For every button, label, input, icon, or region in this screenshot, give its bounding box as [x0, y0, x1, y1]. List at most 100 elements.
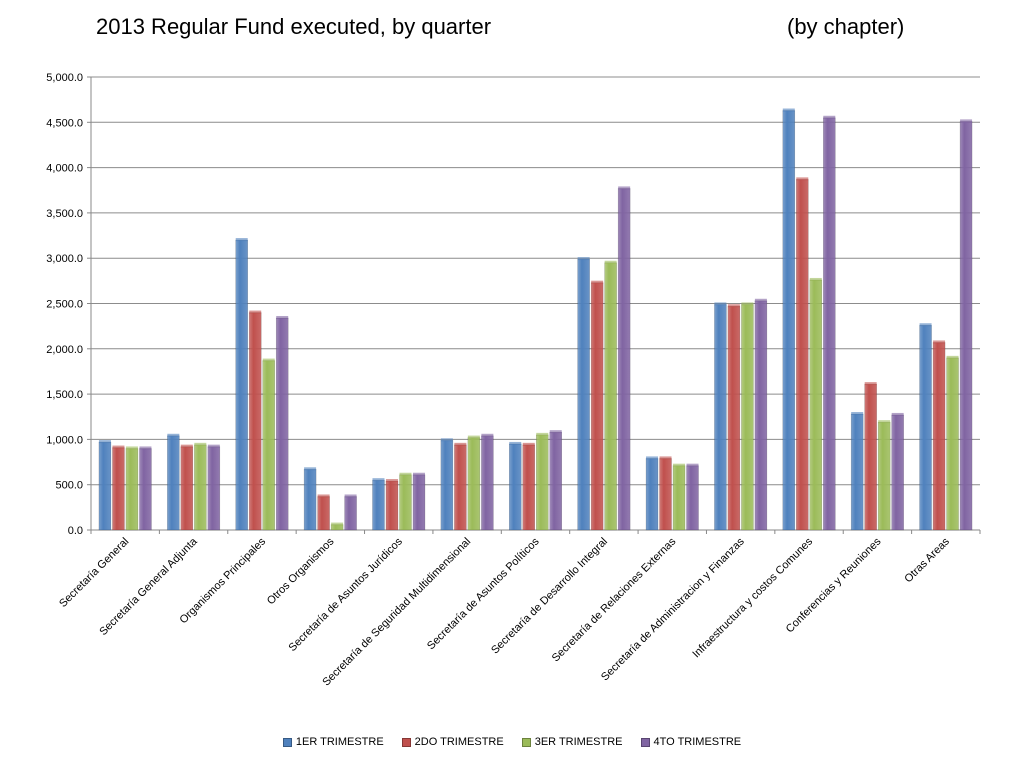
bar [932, 342, 946, 531]
bar-cap [180, 444, 193, 448]
bar [727, 305, 741, 531]
x-tick-label: Infraestructura y costos Comunes [690, 535, 815, 660]
legend-swatch [401, 737, 411, 747]
y-tick-label: 2,000.0 [46, 344, 83, 356]
bar-cap [549, 430, 562, 434]
bar-cap [304, 467, 317, 471]
bar [467, 437, 481, 531]
y-tick-label: 1,000.0 [46, 434, 83, 446]
bar [112, 447, 125, 531]
bar-cap [741, 302, 754, 306]
bar-cap [960, 119, 973, 123]
bar [139, 448, 152, 531]
y-tick-label: 3,500.0 [46, 208, 83, 220]
y-tick-label: 1,500.0 [46, 389, 83, 401]
bar [754, 300, 768, 531]
bar [481, 435, 494, 531]
x-tick-label: Otros Organismos [265, 535, 337, 607]
bar [440, 440, 454, 531]
x-tick-label: Secretaría de Asuntos Políticos [425, 535, 542, 652]
bar [207, 446, 221, 531]
x-tick-label: Secretaría de Asuntos Jurídicos [287, 535, 406, 654]
bar [194, 444, 207, 531]
bar-cap [509, 441, 522, 445]
bar [850, 413, 864, 531]
y-axis: 0.0 500.0 1,000.0 1,500.0 2,000.0 2,500.0 3,00… [46, 72, 92, 537]
bar [577, 258, 590, 531]
bar-cap [276, 315, 289, 319]
bar-cap [919, 323, 932, 327]
bar-cap [399, 472, 412, 476]
bar [235, 239, 248, 531]
bar [275, 317, 289, 531]
bar [823, 117, 836, 531]
bar-cap [809, 277, 822, 281]
bar-cap [125, 446, 138, 450]
bar [509, 443, 522, 531]
bar-cap [577, 257, 590, 261]
legend-swatch [640, 737, 650, 747]
bar [864, 383, 877, 531]
bar [959, 121, 973, 531]
bar-cap [522, 442, 535, 446]
bar [344, 496, 357, 531]
x-tick-label: Secretaría de Desarrollo Integral [489, 536, 610, 657]
bar-cap [933, 340, 946, 344]
bar-cap [536, 432, 549, 436]
x-tick-label: Secretaría de Relaciones Externas [550, 535, 679, 664]
bar [167, 435, 180, 531]
legend-item: 4TO TRIMESTRE [640, 736, 741, 748]
bar-cap [754, 298, 767, 302]
bar-cap [262, 358, 275, 362]
bar-cap [317, 494, 330, 498]
bar-cap [139, 446, 152, 450]
bar-cap [686, 463, 699, 467]
x-tick-label: Otras Areas [902, 535, 952, 585]
bar [714, 304, 727, 531]
y-tick-label: 2,500.0 [46, 299, 83, 311]
bar-cap [467, 435, 480, 439]
bar-cap [673, 463, 686, 467]
bar [672, 465, 686, 531]
legend-item: 1ER TRIMESTRE [282, 736, 384, 748]
bar [98, 441, 112, 531]
bar-cap [112, 445, 125, 449]
bar-cap [412, 472, 425, 476]
x-tick-label: Secretaría de Administracion y Finanzas [599, 535, 747, 683]
bar-cap [727, 304, 740, 308]
bar-cap [714, 302, 727, 306]
bar [877, 421, 891, 531]
bar [317, 496, 330, 531]
bar [782, 110, 796, 531]
bar [946, 357, 959, 531]
bar-cap [207, 444, 220, 448]
bar [796, 179, 809, 531]
bar-cap [946, 355, 959, 359]
legend-swatch [521, 737, 531, 747]
bar-cap [344, 494, 357, 498]
bars [98, 108, 973, 531]
bar-cap [618, 186, 631, 190]
bar-cap [646, 456, 659, 460]
bar-cap [878, 420, 891, 424]
bar [604, 262, 617, 531]
bar-cap [891, 412, 904, 416]
chart-subtitle: (by chapter) [787, 14, 905, 39]
bar [919, 324, 932, 531]
bar-cap [372, 478, 385, 482]
bar [686, 465, 699, 531]
bar [522, 444, 535, 531]
bar-cap [481, 433, 494, 437]
bar-cap [864, 382, 877, 386]
bar [590, 282, 604, 531]
y-tick-label: 500.0 [55, 480, 83, 492]
bar-cap [454, 442, 467, 446]
bar [248, 312, 262, 531]
legend-label: 3ER TRIMESTRE [534, 736, 623, 748]
bar [659, 458, 672, 531]
bar-cap [796, 177, 809, 181]
bar-cap [659, 456, 672, 460]
y-tick-label: 4,500.0 [46, 117, 83, 129]
